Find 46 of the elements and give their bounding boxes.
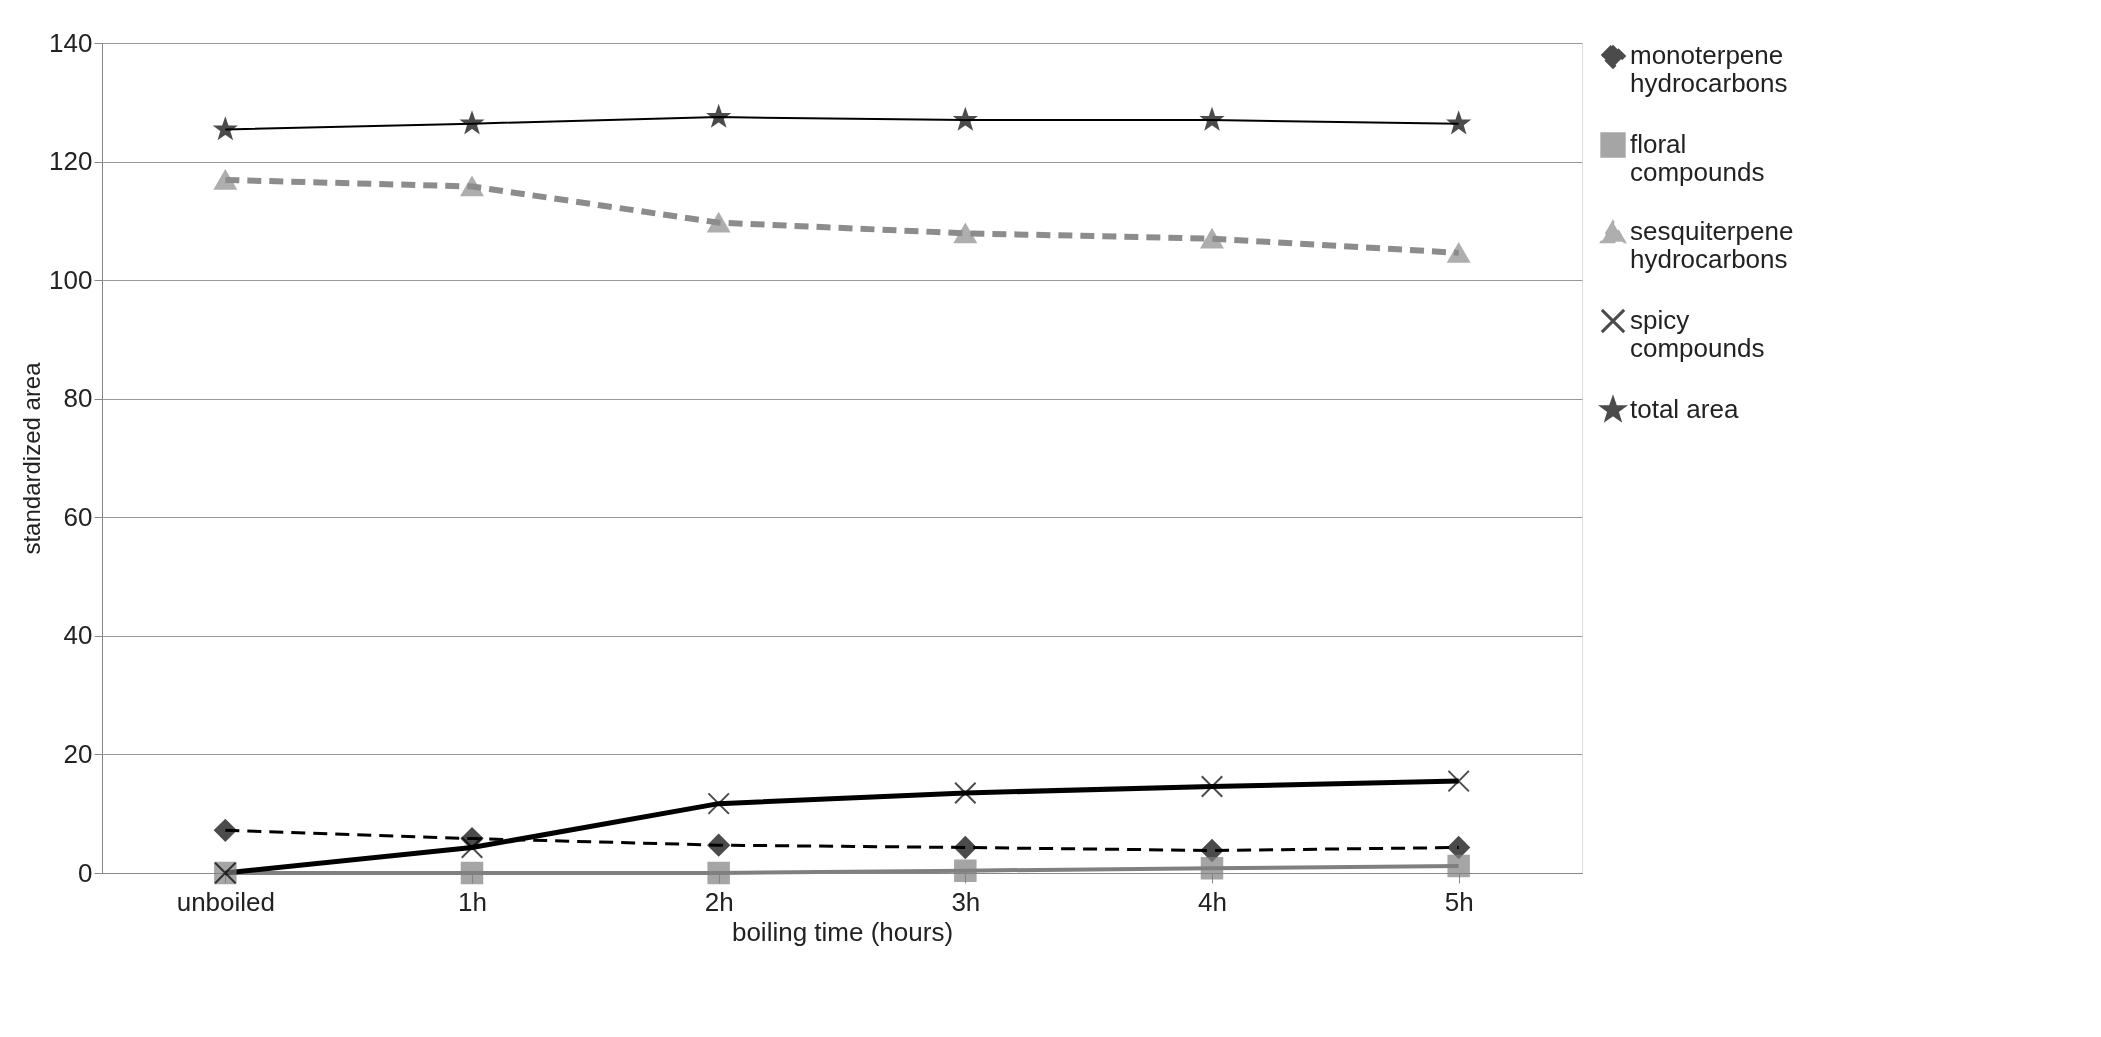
legend-label: spicy compounds bbox=[1630, 305, 1765, 363]
point bbox=[707, 212, 730, 233]
point bbox=[954, 223, 977, 244]
y-tick-label: 100 bbox=[49, 264, 93, 295]
x-tick-label: 1h bbox=[458, 886, 487, 917]
y-tick-label: 140 bbox=[49, 27, 93, 58]
point bbox=[707, 792, 730, 815]
point bbox=[954, 859, 977, 882]
y-tick-label: 80 bbox=[63, 383, 93, 414]
x-tick-label: 5h bbox=[1444, 886, 1474, 917]
point bbox=[1200, 228, 1224, 249]
point bbox=[707, 861, 730, 885]
point bbox=[1201, 108, 1223, 130]
legend-label: monoterpene hydrocarbons bbox=[1630, 40, 1788, 98]
point bbox=[1447, 112, 1470, 133]
y-tick-label: 60 bbox=[63, 501, 93, 532]
point bbox=[214, 118, 237, 139]
y-tick-label: 120 bbox=[49, 146, 93, 177]
x-tick-label: 3h bbox=[951, 886, 981, 917]
point bbox=[460, 176, 484, 197]
x-tick-label: 2h bbox=[704, 886, 734, 917]
point bbox=[707, 833, 730, 857]
point bbox=[461, 112, 483, 133]
point bbox=[707, 105, 730, 127]
y-tick-label: 20 bbox=[63, 738, 93, 769]
point bbox=[214, 170, 237, 190]
y-axis-title: standardized area bbox=[18, 361, 46, 555]
legend-label: sesquiterpene hydrocarbons bbox=[1630, 216, 1794, 274]
y-tick-label: 0 bbox=[78, 857, 93, 888]
point bbox=[1447, 243, 1470, 263]
point bbox=[1447, 854, 1470, 878]
point bbox=[1200, 775, 1224, 798]
legend-label: total area bbox=[1630, 394, 1739, 424]
x-axis-title: boiling time (hours) bbox=[731, 916, 954, 947]
point bbox=[214, 819, 237, 842]
x-tick-label: 4h bbox=[1198, 886, 1227, 917]
legend-label: floral compounds bbox=[1630, 129, 1765, 187]
point bbox=[1447, 769, 1470, 793]
point bbox=[1200, 857, 1224, 880]
point bbox=[460, 861, 484, 885]
point bbox=[460, 836, 484, 859]
point bbox=[954, 781, 977, 805]
point bbox=[954, 836, 977, 859]
x-tick-label: unboiled bbox=[176, 886, 275, 917]
point bbox=[954, 108, 977, 130]
y-tick-label: 40 bbox=[63, 620, 93, 651]
